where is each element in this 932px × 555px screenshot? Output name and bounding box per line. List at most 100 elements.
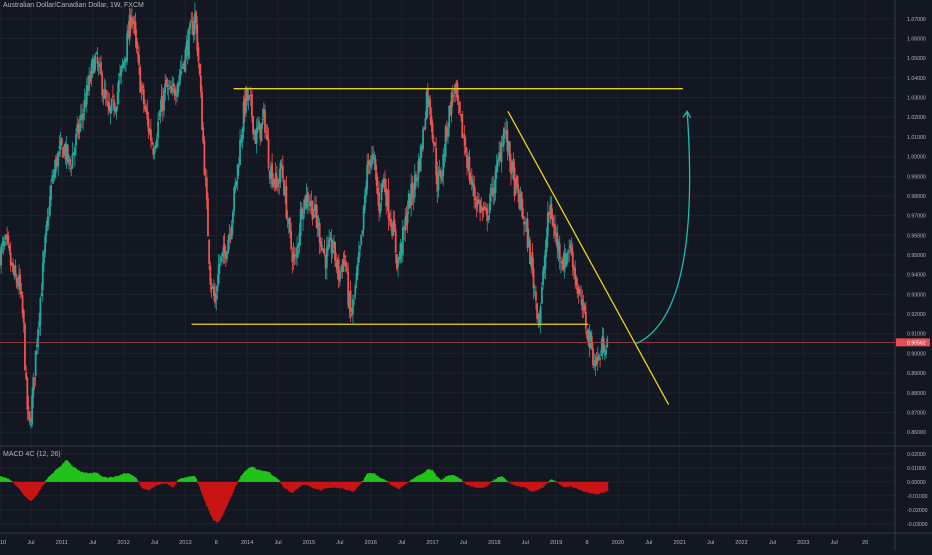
candle-body: [423, 127, 426, 130]
macd-tick-label: -0.01000: [907, 494, 928, 500]
macd-bar: [110, 477, 113, 482]
macd-bar: [545, 481, 548, 484]
candle-body: [262, 108, 265, 117]
macd-bar: [483, 481, 486, 487]
candle-body: [458, 101, 461, 113]
macd-bar: [111, 477, 114, 482]
macd-bar: [569, 481, 572, 487]
macd-bar: [302, 481, 305, 485]
candle-body: [317, 223, 320, 227]
candle-body: [336, 259, 339, 270]
macd-bar: [195, 478, 198, 482]
candle-body: [120, 66, 123, 76]
candle-body: [544, 249, 547, 269]
time-tick-label: 2010: [0, 540, 6, 546]
macd-bar: [407, 481, 410, 483]
candle-body: [412, 194, 415, 199]
macd-bar: [575, 481, 578, 489]
candle-body: [140, 88, 143, 91]
price-tick-label: 0.94000: [907, 273, 926, 279]
candle-body: [420, 147, 423, 151]
macd-bar: [570, 481, 573, 487]
candle-body: [56, 156, 58, 166]
macd-bar: [518, 481, 521, 487]
candle-body: [511, 160, 514, 172]
macd-bar: [226, 481, 228, 506]
macd-bar: [457, 478, 460, 482]
candle-body: [349, 290, 352, 312]
candle-body: [196, 24, 199, 52]
candle-body: [564, 254, 567, 267]
macd-bar: [516, 481, 518, 487]
macd-bar: [442, 478, 445, 482]
candle-body: [594, 360, 597, 367]
macd-bar: [90, 473, 93, 482]
candle-body: [437, 174, 440, 191]
candle-body: [518, 193, 521, 209]
macd-bar: [2, 477, 5, 482]
candle-body: [493, 190, 496, 194]
macd-bar: [98, 475, 101, 482]
candle-body: [138, 54, 140, 66]
macd-bar: [192, 476, 195, 482]
candle-body: [46, 216, 49, 226]
candle-body: [222, 246, 225, 257]
candle-body: [271, 163, 274, 185]
candle-body: [152, 147, 155, 155]
macd-bar: [179, 478, 182, 482]
macd-bar: [535, 481, 537, 491]
macd-bar: [344, 481, 347, 490]
candle-body: [558, 243, 561, 259]
macd-bar: [173, 481, 176, 485]
candle-body: [267, 138, 270, 169]
candle-body: [319, 241, 322, 247]
candle-body: [457, 102, 460, 104]
macd-bar: [300, 481, 303, 485]
candle-body: [357, 251, 360, 263]
macd-bar: [150, 481, 152, 489]
candle-body: [163, 90, 165, 111]
candle-body: [279, 163, 282, 183]
macd-bar: [331, 481, 334, 489]
macd-bar: [563, 481, 566, 488]
candle-body: [289, 217, 291, 233]
candle-body: [24, 323, 26, 371]
candle-body: [128, 15, 131, 41]
macd-bar: [309, 481, 312, 487]
macd-bar: [205, 481, 208, 506]
macd-bar: [548, 481, 551, 483]
macd-bar: [266, 471, 269, 482]
price-tick-label: 0.86000: [907, 430, 926, 436]
macd-bar: [443, 478, 446, 482]
candle-body: [552, 226, 555, 228]
macd-bar: [78, 471, 81, 482]
candle-body: [304, 195, 307, 207]
candle-body: [485, 207, 487, 211]
candle-body: [603, 352, 606, 356]
macd-bar: [557, 481, 560, 484]
candle-body: [334, 242, 337, 262]
macd-bar: [136, 481, 139, 482]
macd-bar: [16, 481, 19, 487]
macd-bar: [293, 481, 296, 491]
macd-bar: [392, 481, 395, 487]
macd-bar: [432, 472, 435, 482]
candle-body: [233, 187, 236, 212]
macd-bar: [8, 479, 11, 482]
macd-bar: [35, 481, 38, 495]
macd-bar: [164, 481, 167, 484]
candle-body: [89, 77, 92, 82]
macd-bar: [128, 474, 131, 482]
macd-bar: [525, 481, 528, 489]
candle-body: [424, 118, 427, 129]
macd-bar: [22, 481, 25, 495]
macd-bar: [199, 481, 202, 491]
candle-body: [341, 263, 344, 272]
macd-bar: [464, 481, 467, 485]
candle-body: [470, 178, 473, 185]
candle-body: [217, 264, 220, 284]
candle-body: [488, 203, 491, 214]
macd-bar: [448, 475, 451, 482]
